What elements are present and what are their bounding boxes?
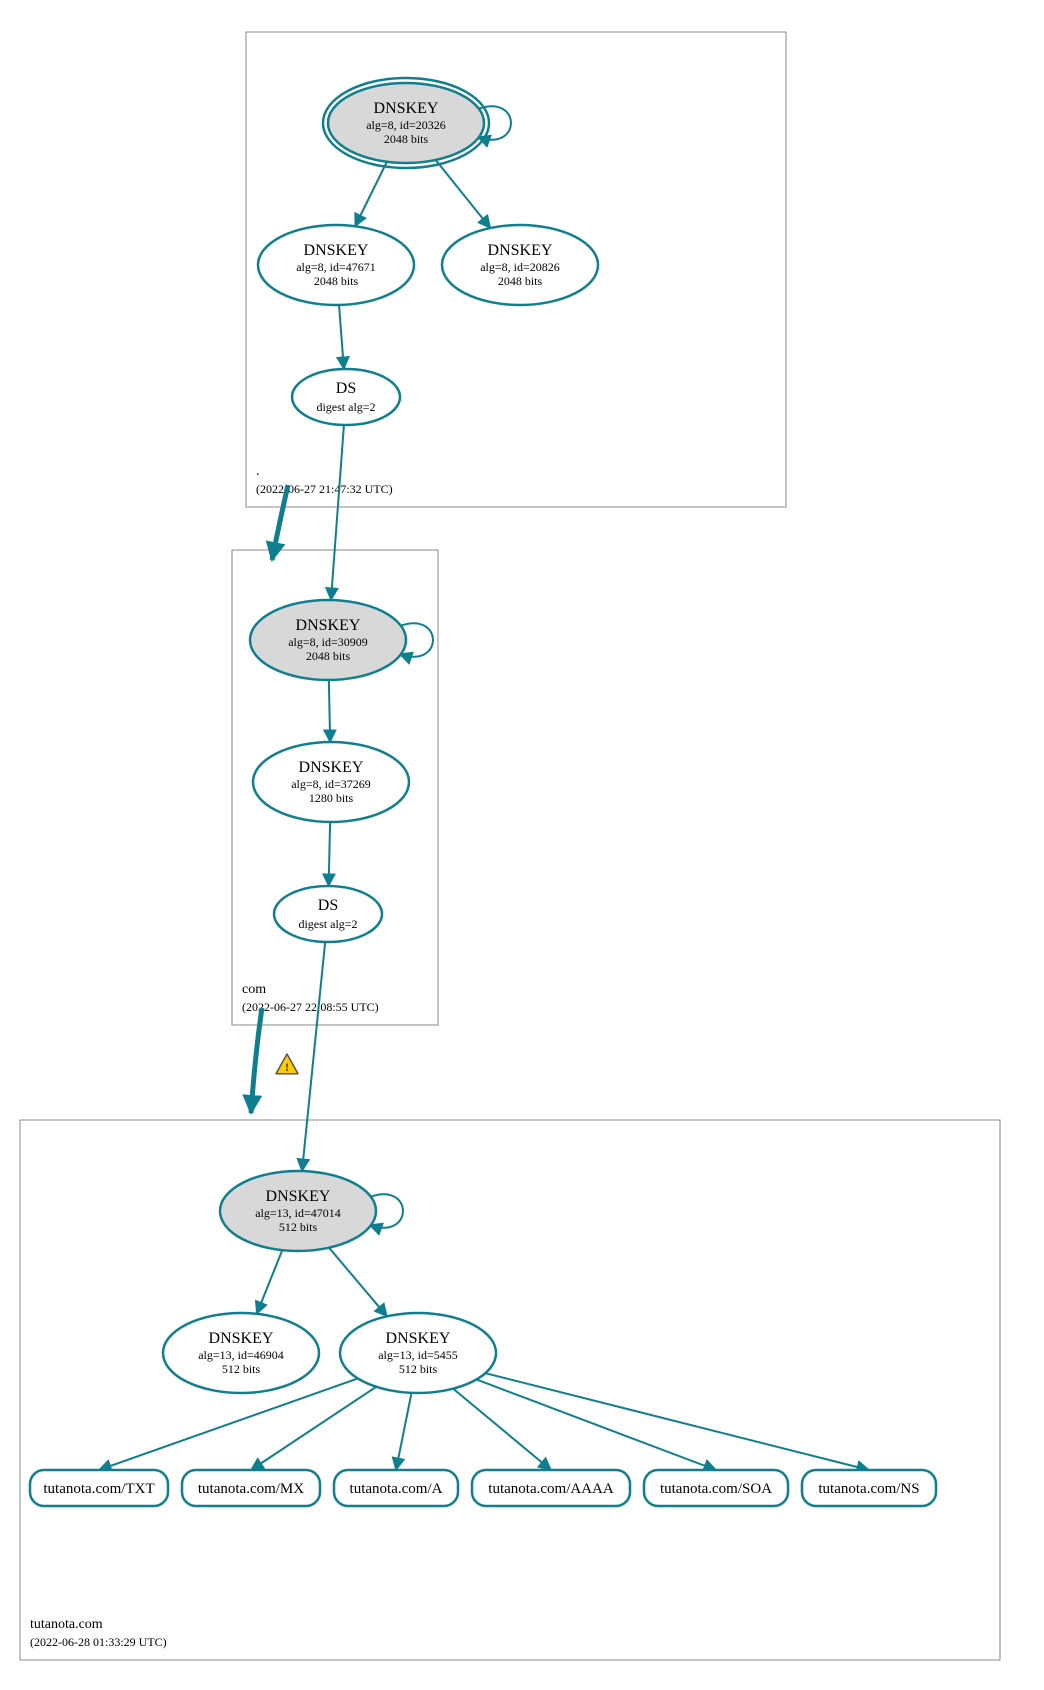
edge-n10-l4 — [453, 1389, 551, 1470]
edges — [99, 106, 869, 1470]
n10-title: DNSKEY — [386, 1330, 451, 1347]
n7 — [274, 886, 382, 942]
delegation-edge-0 — [272, 485, 288, 560]
dnssec-diagram: .(2022-06-27 21:47:32 UTC)com(2022-06-27… — [0, 0, 1044, 1690]
l1-label: tutanota.com/TXT — [43, 1481, 154, 1497]
edge-n8-n10 — [329, 1248, 387, 1317]
n6-l3: 1280 bits — [309, 791, 354, 805]
l5-label: tutanota.com/SOA — [660, 1481, 772, 1497]
n4-l2: digest alg=2 — [316, 400, 375, 414]
edge-n7-n8 — [302, 942, 325, 1171]
n7-l2: digest alg=2 — [298, 917, 357, 931]
n5-l3: 2048 bits — [306, 649, 351, 663]
edge-n8-n9 — [257, 1250, 283, 1314]
n5-title: DNSKEY — [296, 617, 361, 634]
n10-l2: alg=13, id=5455 — [378, 1348, 458, 1362]
edge-n4-n5 — [331, 425, 344, 600]
n3-l2: alg=8, id=20826 — [480, 260, 560, 274]
edge-n1-n3 — [436, 160, 491, 228]
edge-n10-l5 — [476, 1379, 716, 1470]
n1-l3: 2048 bits — [384, 132, 429, 146]
n8-title: DNSKEY — [266, 1188, 331, 1205]
n8-l3: 512 bits — [279, 1220, 318, 1234]
edge-n10-l3 — [396, 1393, 412, 1470]
n1-title: DNSKEY — [374, 100, 439, 117]
n9-l2: alg=13, id=46904 — [198, 1348, 284, 1362]
delegation-edge-1 — [251, 1008, 262, 1113]
zone-label-com: com — [242, 982, 266, 997]
edge-n6-n7 — [329, 822, 330, 886]
n3-title: DNSKEY — [488, 242, 553, 259]
n8-l2: alg=13, id=47014 — [255, 1206, 341, 1220]
n7-title: DS — [318, 897, 338, 914]
n2-l2: alg=8, id=47671 — [296, 260, 376, 274]
l2-label: tutanota.com/MX — [198, 1481, 304, 1497]
n2-l3: 2048 bits — [314, 274, 359, 288]
n6-title: DNSKEY — [299, 759, 364, 776]
edge-n10-l2 — [251, 1387, 376, 1470]
zone-label-tutanota: tutanota.com — [30, 1617, 103, 1632]
l3-label: tutanota.com/A — [350, 1481, 443, 1497]
zone-ts-root: (2022-06-27 21:47:32 UTC) — [256, 482, 393, 496]
n1-l2: alg=8, id=20326 — [366, 118, 446, 132]
n2-title: DNSKEY — [304, 242, 369, 259]
n6-l2: alg=8, id=37269 — [291, 777, 371, 791]
n3-l3: 2048 bits — [498, 274, 543, 288]
n9-title: DNSKEY — [209, 1330, 274, 1347]
n9-l3: 512 bits — [222, 1362, 261, 1376]
n5-l2: alg=8, id=30909 — [288, 635, 368, 649]
n4-title: DS — [336, 380, 356, 397]
n10-l3: 512 bits — [399, 1362, 438, 1376]
edge-n2-n4 — [339, 305, 344, 369]
edge-n1-n2 — [355, 162, 387, 226]
zone-tutanota — [20, 1120, 1000, 1660]
l4-label: tutanota.com/AAAA — [488, 1481, 614, 1497]
zone-label-root: . — [256, 464, 260, 479]
n4 — [292, 369, 400, 425]
l6-label: tutanota.com/NS — [818, 1481, 919, 1497]
warning-icon-mark: ! — [285, 1060, 289, 1074]
edge-n5-n6 — [329, 680, 330, 742]
zone-ts-tutanota: (2022-06-28 01:33:29 UTC) — [30, 1635, 167, 1649]
